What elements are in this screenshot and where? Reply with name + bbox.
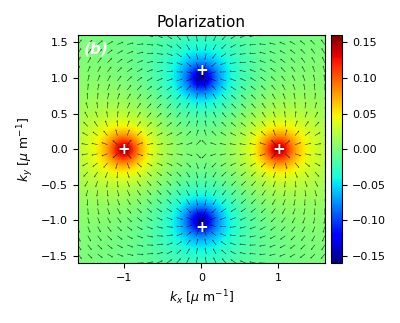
Text: +: + (195, 220, 208, 235)
Title: Polarization: Polarization (157, 15, 246, 30)
Text: +: + (195, 63, 208, 78)
Text: +: + (118, 142, 130, 157)
Y-axis label: $k_y$ [$\mu$ m$^{-1}$]: $k_y$ [$\mu$ m$^{-1}$] (15, 117, 36, 182)
X-axis label: $k_x$ [$\mu$ m$^{-1}$]: $k_x$ [$\mu$ m$^{-1}$] (169, 288, 234, 308)
Text: +: + (272, 142, 285, 157)
Text: (b): (b) (84, 41, 109, 56)
